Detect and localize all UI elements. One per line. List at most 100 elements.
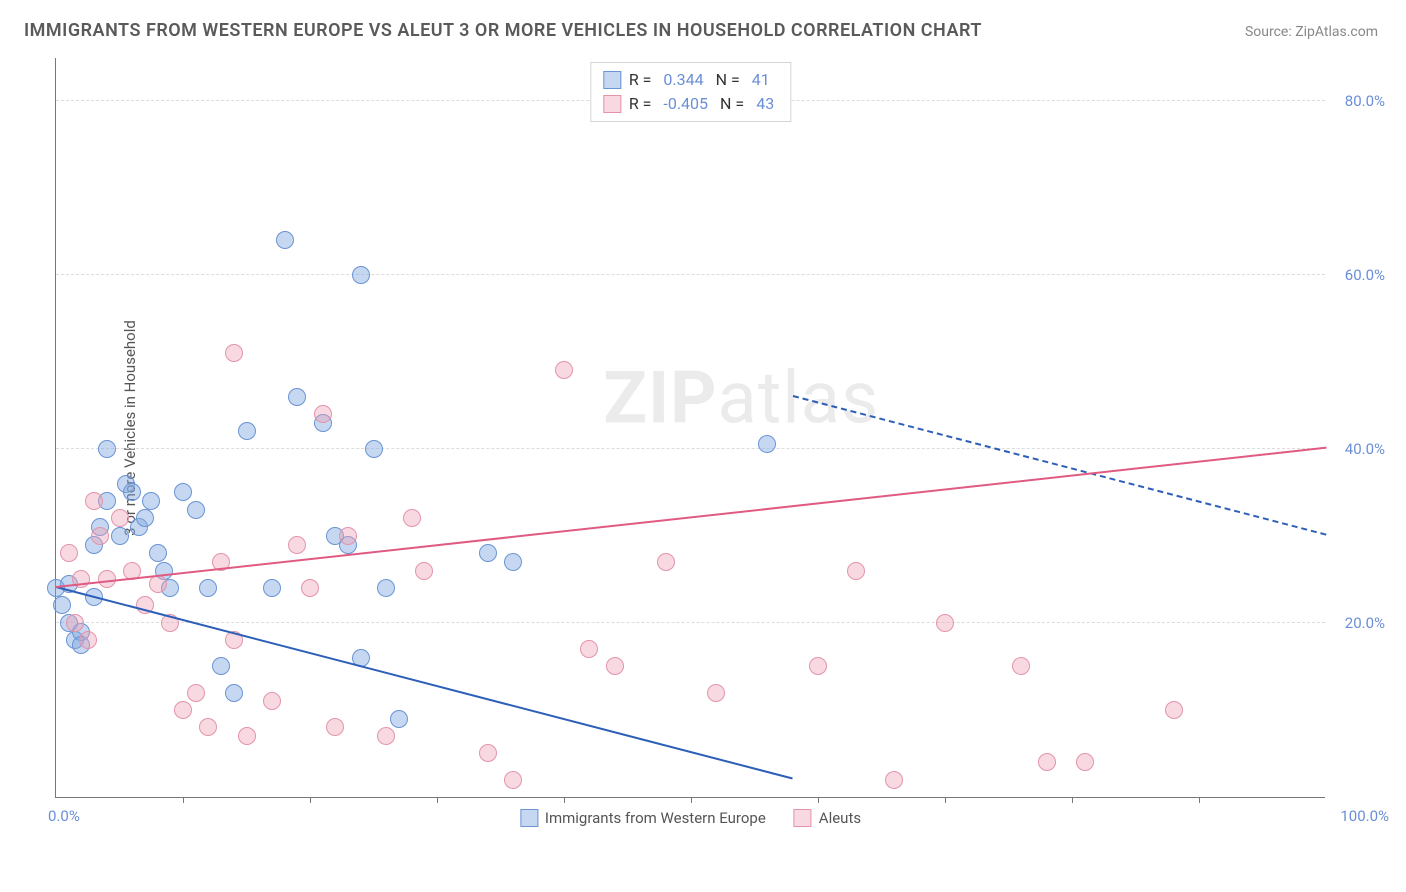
series-legend-item: Immigrants from Western Europe <box>520 809 766 827</box>
data-point-aleuts <box>1165 701 1183 719</box>
data-point-aleuts <box>847 562 865 580</box>
x-tick <box>1199 797 1200 803</box>
source-name: ZipAtlas.com <box>1295 24 1378 40</box>
data-point-aleuts <box>79 631 97 649</box>
data-point-aleuts <box>479 744 497 762</box>
data-point-aleuts <box>403 509 421 527</box>
legend-n-label: N = <box>716 68 740 92</box>
data-point-immigrants <box>149 544 167 562</box>
source-prefix: Source: <box>1245 24 1295 40</box>
data-point-aleuts <box>707 684 725 702</box>
data-point-aleuts <box>504 771 522 789</box>
data-point-aleuts <box>263 692 281 710</box>
data-point-aleuts <box>326 718 344 736</box>
data-point-immigrants <box>187 501 205 519</box>
data-point-aleuts <box>809 657 827 675</box>
data-point-immigrants <box>288 388 306 406</box>
data-point-immigrants <box>111 527 129 545</box>
data-point-aleuts <box>225 344 243 362</box>
data-point-aleuts <box>377 727 395 745</box>
data-point-immigrants <box>504 553 522 571</box>
data-point-immigrants <box>142 492 160 510</box>
x-tick <box>183 797 184 803</box>
legend-r-label: R = <box>629 68 652 92</box>
trendline <box>792 395 1326 536</box>
source-attribution: Source: ZipAtlas.com <box>1245 24 1378 40</box>
data-point-aleuts <box>415 562 433 580</box>
data-point-immigrants <box>352 266 370 284</box>
data-point-aleuts <box>555 361 573 379</box>
x-tick <box>564 797 565 803</box>
x-tick <box>1072 797 1073 803</box>
data-point-immigrants <box>238 422 256 440</box>
stats-legend-row: R =-0.405N =43 <box>603 92 778 116</box>
y-tick-label: 40.0% <box>1333 440 1385 458</box>
watermark: ZIPatlas <box>603 355 879 440</box>
data-point-immigrants <box>390 710 408 728</box>
data-point-aleuts <box>606 657 624 675</box>
data-point-immigrants <box>479 544 497 562</box>
data-point-aleuts <box>339 527 357 545</box>
gridline: 20.0% <box>56 622 1325 623</box>
data-point-aleuts <box>936 614 954 632</box>
legend-r-value: -0.405 <box>659 92 712 116</box>
x-tick <box>310 797 311 803</box>
x-tick <box>437 797 438 803</box>
legend-swatch <box>794 809 812 827</box>
x-axis-min-label: 0.0% <box>48 807 80 825</box>
series-legend-label: Immigrants from Western Europe <box>545 809 766 827</box>
series-legend-label: Aleuts <box>819 809 861 827</box>
stats-legend: R =0.344N =41R =-0.405N =43 <box>590 62 791 122</box>
data-point-aleuts <box>66 614 84 632</box>
y-tick-label: 20.0% <box>1333 614 1385 632</box>
data-point-aleuts <box>885 771 903 789</box>
data-point-immigrants <box>123 483 141 501</box>
watermark-bold: ZIP <box>603 355 717 440</box>
data-point-aleuts <box>238 727 256 745</box>
data-point-immigrants <box>377 579 395 597</box>
data-point-aleuts <box>580 640 598 658</box>
trendline <box>56 447 1326 588</box>
series-legend: Immigrants from Western Europe Aleuts <box>520 809 861 827</box>
legend-n-value: 41 <box>748 68 774 92</box>
data-point-aleuts <box>1038 753 1056 771</box>
gridline: 60.0% <box>56 274 1325 275</box>
data-point-aleuts <box>657 553 675 571</box>
data-point-aleuts <box>91 527 109 545</box>
data-point-aleuts <box>85 492 103 510</box>
data-point-immigrants <box>199 579 217 597</box>
data-point-immigrants <box>365 440 383 458</box>
data-point-aleuts <box>1076 753 1094 771</box>
data-point-aleuts <box>288 536 306 554</box>
legend-n-label: N = <box>720 92 744 116</box>
data-point-aleuts <box>314 405 332 423</box>
plot-region: ZIPatlas 3 or more Vehicles in Household… <box>55 58 1325 798</box>
legend-swatch <box>603 95 621 113</box>
data-point-aleuts <box>199 718 217 736</box>
data-point-immigrants <box>98 440 116 458</box>
legend-swatch <box>520 809 538 827</box>
trendline <box>56 586 793 779</box>
data-point-aleuts <box>301 579 319 597</box>
legend-r-value: 0.344 <box>659 68 707 92</box>
data-point-immigrants <box>53 596 71 614</box>
data-point-aleuts <box>174 701 192 719</box>
x-tick <box>818 797 819 803</box>
data-point-immigrants <box>263 579 281 597</box>
data-point-aleuts <box>1012 657 1030 675</box>
stats-legend-row: R = 0.344 N = 41 <box>603 68 778 92</box>
data-point-immigrants <box>276 231 294 249</box>
series-legend-item: Aleuts <box>794 809 861 827</box>
data-point-aleuts <box>187 684 205 702</box>
y-axis-title: 3 or more Vehicles in Household <box>121 320 139 536</box>
data-point-immigrants <box>225 684 243 702</box>
data-point-immigrants <box>174 483 192 501</box>
data-point-immigrants <box>758 435 776 453</box>
data-point-aleuts <box>111 509 129 527</box>
x-tick <box>691 797 692 803</box>
data-point-immigrants <box>212 657 230 675</box>
y-tick-label: 80.0% <box>1333 92 1385 110</box>
x-axis-max-label: 100.0% <box>1340 807 1389 825</box>
legend-r-label: R = <box>629 92 652 116</box>
y-tick-label: 60.0% <box>1333 266 1385 284</box>
